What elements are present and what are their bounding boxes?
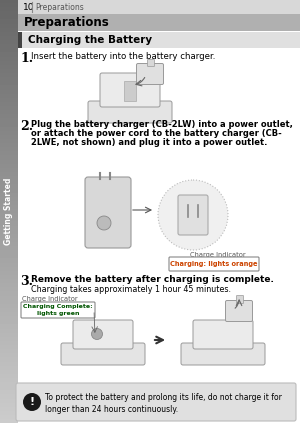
Text: Charging the Battery: Charging the Battery (28, 35, 152, 45)
Text: Remove the battery after charging is complete.: Remove the battery after charging is com… (31, 275, 274, 284)
FancyBboxPatch shape (18, 32, 22, 48)
Circle shape (23, 393, 41, 411)
Text: Plug the battery charger (CB-2LW) into a power outlet,: Plug the battery charger (CB-2LW) into a… (31, 120, 293, 129)
Circle shape (158, 180, 228, 250)
FancyBboxPatch shape (73, 320, 133, 349)
FancyBboxPatch shape (178, 195, 208, 235)
Text: !: ! (29, 397, 34, 407)
Text: To protect the battery and prolong its life, do not charge it for
longer than 24: To protect the battery and prolong its l… (45, 393, 282, 415)
FancyBboxPatch shape (169, 257, 259, 271)
FancyBboxPatch shape (226, 300, 253, 321)
FancyBboxPatch shape (181, 343, 265, 365)
FancyBboxPatch shape (21, 302, 95, 318)
Text: Charging Complete:
lights green: Charging Complete: lights green (23, 305, 93, 316)
Text: or attach the power cord to the battery charger (CB-: or attach the power cord to the battery … (31, 129, 282, 138)
Text: 3.: 3. (20, 275, 33, 288)
Text: Charging: lights orange: Charging: lights orange (170, 261, 258, 267)
FancyBboxPatch shape (18, 0, 300, 14)
Text: Preparations: Preparations (24, 16, 110, 29)
Text: 2.: 2. (20, 120, 33, 133)
Text: Charge Indicator: Charge Indicator (190, 252, 246, 258)
Text: Charge Indicator: Charge Indicator (22, 296, 78, 302)
FancyBboxPatch shape (88, 101, 172, 123)
FancyBboxPatch shape (61, 343, 145, 365)
FancyBboxPatch shape (100, 73, 160, 107)
FancyBboxPatch shape (148, 60, 154, 66)
FancyBboxPatch shape (85, 177, 131, 248)
FancyBboxPatch shape (18, 14, 300, 31)
Circle shape (92, 329, 103, 340)
FancyBboxPatch shape (16, 383, 296, 421)
FancyBboxPatch shape (124, 81, 136, 101)
Text: Insert the battery into the battery charger.: Insert the battery into the battery char… (31, 52, 215, 61)
FancyBboxPatch shape (22, 32, 300, 48)
Text: 2LWE, not shown) and plug it into a power outlet.: 2LWE, not shown) and plug it into a powe… (31, 138, 267, 147)
Text: 1.: 1. (20, 52, 33, 65)
Text: Preparations: Preparations (35, 3, 84, 11)
FancyBboxPatch shape (136, 63, 164, 85)
Text: Getting Started: Getting Started (4, 177, 14, 244)
Text: 10: 10 (23, 3, 34, 11)
Text: Charging takes approximately 1 hour 45 minutes.: Charging takes approximately 1 hour 45 m… (31, 285, 231, 294)
FancyBboxPatch shape (193, 320, 253, 349)
Circle shape (97, 216, 111, 230)
FancyBboxPatch shape (236, 296, 244, 303)
